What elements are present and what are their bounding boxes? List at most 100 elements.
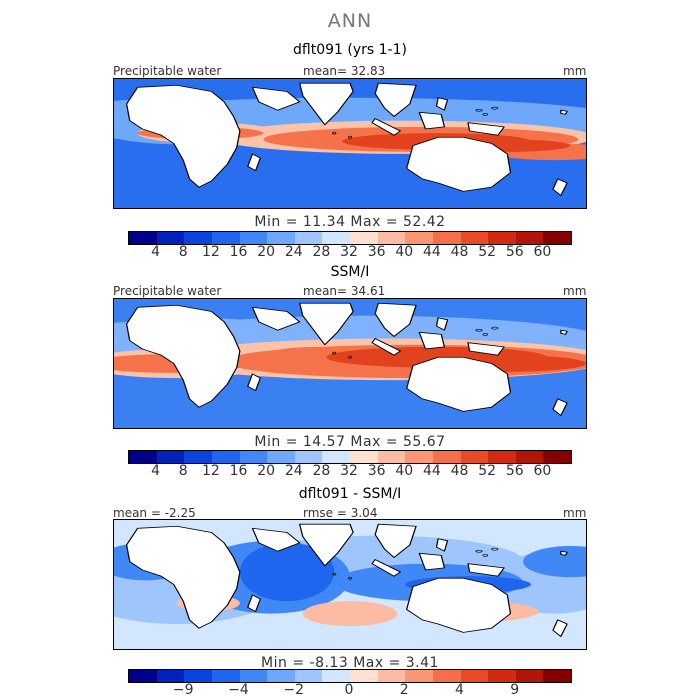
panel-1-minmax: Min = 11.34 Max = 52.42 (254, 214, 446, 230)
landmass-philippines (435, 97, 449, 111)
landmass-arabia (251, 306, 301, 331)
colorbar-tick-label: 20 (257, 463, 276, 479)
colorbar-swatch (156, 232, 185, 244)
colorbar-tick-label: 32 (340, 463, 358, 479)
colorbar-tick-label: 48 (450, 463, 469, 479)
colorbar-swatch (239, 451, 268, 463)
landmass-borneo (418, 331, 446, 350)
colorbar-swatch (184, 670, 212, 682)
colorbar-tick-label: 56 (505, 463, 524, 479)
colorbar-tick-label: 16 (229, 244, 248, 260)
colorbar-tick-label: 20 (257, 244, 276, 260)
island-outline (347, 355, 353, 359)
panel-3-colorbar-ticks: −9 −4 −2 0 2 4 9 (128, 682, 570, 700)
colorbar-tick-label: 0 (344, 682, 354, 698)
landmass-indochina (374, 82, 417, 117)
colorbar-swatch (294, 232, 323, 244)
island-outline (332, 572, 337, 576)
landmass-philippines (435, 538, 449, 552)
colorbar-swatch (377, 670, 406, 682)
island-outline (347, 576, 353, 580)
landmass-hawaii (560, 109, 568, 115)
panel-2-colorbar-ticks: 4 8 12 16 20 24 28 32 36 40 44 48 52 56 60 (128, 463, 570, 481)
main-title: ANN (327, 10, 373, 32)
colorbar-tick-label: 40 (395, 463, 414, 479)
landmass-newguinea (467, 122, 505, 136)
landmass-philippines (435, 317, 449, 331)
panel-2-mean-label: mean= 34.61 (303, 284, 386, 298)
panel-1-map (113, 78, 587, 209)
landmass-newguinea (467, 342, 505, 356)
landmass-borneo (418, 552, 446, 571)
colorbar-swatch (211, 451, 240, 463)
island-outline (482, 554, 489, 557)
colorbar-swatch (156, 451, 185, 463)
panel-1-field-label: Precipitable water (113, 64, 222, 78)
island-outline (475, 108, 483, 112)
colorbar-tick-label: 48 (450, 244, 469, 260)
colorbar-swatch (515, 232, 544, 244)
landmass-hawaii (560, 550, 568, 556)
landmass-nz (552, 619, 568, 637)
colorbar-swatch (267, 670, 295, 682)
colorbar-tick-label: 36 (367, 463, 386, 479)
landmass-madagascar (247, 594, 261, 612)
landmass-australia (406, 356, 512, 412)
colorbar-tick-label: 2 (399, 682, 409, 698)
colorbar-tick-label: 28 (312, 463, 331, 479)
colorbar-tick-label: 8 (178, 244, 188, 260)
colorbar-swatch (405, 232, 433, 244)
colorbar-swatch (267, 232, 295, 244)
colorbar-swatch (211, 232, 240, 244)
colorbar-tick-label: 44 (422, 244, 441, 260)
panel-2-map-svg (114, 299, 586, 428)
colorbar-swatch (515, 451, 544, 463)
island-outline (332, 351, 337, 355)
colorbar-swatch (129, 670, 157, 682)
panel-3-map (113, 519, 587, 650)
colorbar-swatch (460, 670, 489, 682)
colorbar-swatch (322, 232, 350, 244)
panel-2-units-label: mm (563, 284, 587, 298)
colorbar-swatch (350, 670, 378, 682)
colorbar-tick-label: 8 (178, 463, 188, 479)
panel-2-colorbar (128, 450, 572, 464)
colorbar-tick-label: 24 (284, 463, 303, 479)
landmass-sumatra (371, 559, 401, 577)
colorbar-tick-label: 36 (367, 244, 386, 260)
panel-2-field-label: Precipitable water (113, 284, 222, 298)
colorbar-swatch (211, 670, 240, 682)
landmass-borneo (418, 111, 446, 130)
colorbar-swatch (432, 451, 461, 463)
colorbar-swatch (377, 451, 406, 463)
island-outline (482, 113, 489, 116)
colorbar-tick-label: 24 (284, 244, 303, 260)
landmass-india (299, 302, 354, 346)
landmass-newguinea (467, 563, 505, 577)
colorbar-swatch (129, 232, 157, 244)
landmass-sumatra (371, 118, 401, 136)
landmass-madagascar (247, 373, 261, 391)
island-outline (491, 326, 499, 330)
colorbar-swatch (156, 670, 185, 682)
panel-3-minmax: Min = -8.13 Max = 3.41 (261, 655, 439, 671)
colorbar-swatch (460, 232, 489, 244)
colorbar-swatch (350, 451, 378, 463)
colorbar-swatch (515, 670, 544, 682)
landmass-indochina (374, 523, 417, 558)
panel-3-units-label: mm (563, 506, 587, 520)
colorbar-tick-label: 4 (151, 463, 161, 479)
colorbar-swatch (543, 232, 571, 244)
landmass-australia (406, 577, 512, 633)
panel-1-map-svg (114, 79, 586, 208)
island-outline (475, 549, 483, 553)
panel-1-units-label: mm (563, 64, 587, 78)
panel-3-map-svg (114, 520, 586, 649)
colorbar-swatch (405, 670, 433, 682)
field-contour (523, 546, 586, 578)
colorbar-tick-label: −4 (228, 682, 249, 698)
colorbar-swatch (460, 451, 489, 463)
landmass-indochina (374, 302, 417, 337)
colorbar-tick-label: 52 (478, 463, 497, 479)
colorbar-tick-label: −9 (172, 682, 194, 698)
